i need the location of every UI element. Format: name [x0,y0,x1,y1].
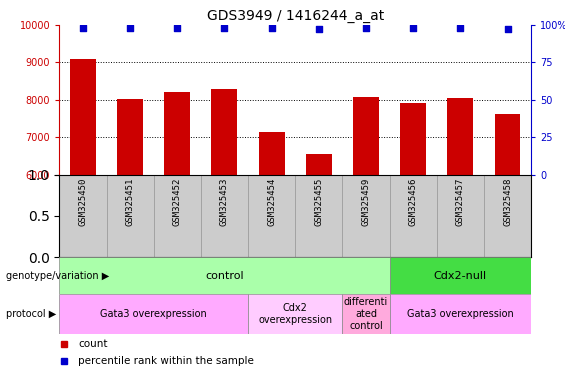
Bar [259,132,285,175]
Bar [494,114,520,175]
Text: GSM325459: GSM325459 [362,178,371,227]
Bar [447,98,473,175]
Text: differenti
ated
control: differenti ated control [344,297,388,331]
Bar [353,97,379,175]
Text: Gata3 overexpression: Gata3 overexpression [101,309,207,319]
Bar [164,92,190,175]
Bar [342,294,390,334]
Text: GSM325450: GSM325450 [79,178,88,227]
Bar [390,175,437,257]
Text: GSM325453: GSM325453 [220,178,229,227]
Text: GSM325451: GSM325451 [125,178,134,227]
Text: genotype/variation ▶: genotype/variation ▶ [6,270,109,281]
Title: GDS3949 / 1416244_a_at: GDS3949 / 1416244_a_at [207,8,384,23]
Text: GSM325454: GSM325454 [267,178,276,227]
Bar [248,294,342,334]
Text: GSM325455: GSM325455 [314,178,323,227]
Bar [342,175,390,257]
Text: control: control [205,270,244,281]
Text: GSM325458: GSM325458 [503,178,512,227]
Bar [106,175,154,257]
Point [314,26,323,33]
Bar [248,175,295,257]
Text: GSM325452: GSM325452 [173,178,182,227]
Point [267,25,276,31]
Bar [390,294,531,334]
Bar [70,59,96,175]
Text: percentile rank within the sample: percentile rank within the sample [78,356,254,366]
Point [408,25,418,31]
Bar [201,175,248,257]
Text: protocol ▶: protocol ▶ [6,309,56,319]
Point [125,25,134,31]
Bar [211,89,237,175]
Bar [59,257,390,294]
Point [173,25,182,31]
Text: count: count [78,339,108,349]
Bar [390,257,531,294]
Text: Cdx2-null: Cdx2-null [434,270,487,281]
Bar [437,175,484,257]
Bar [59,294,248,334]
Text: Gata3 overexpression: Gata3 overexpression [407,309,514,319]
Bar [295,175,342,257]
Point [362,25,371,31]
Bar [154,175,201,257]
Point [503,26,512,33]
Text: GSM325456: GSM325456 [408,178,418,227]
Text: GSM325457: GSM325457 [456,178,465,227]
Bar [400,103,426,175]
Point [456,25,465,31]
Text: Cdx2
overexpression: Cdx2 overexpression [258,303,332,325]
Bar [59,175,106,257]
Bar [306,154,332,175]
Bar [484,175,531,257]
Point [79,25,88,31]
Bar [117,99,143,175]
Point [220,25,229,31]
